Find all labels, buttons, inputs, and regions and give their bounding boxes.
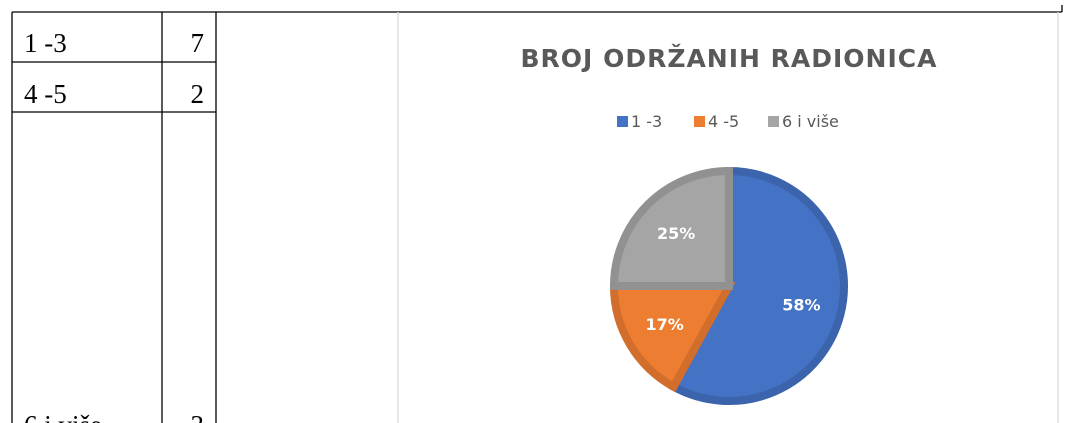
data-label: 25%: [657, 224, 695, 243]
legend-label: 1 -3: [631, 112, 662, 131]
pie-slice: [609, 166, 733, 290]
legend-label: 4 -5: [708, 112, 739, 131]
data-label: 58%: [782, 296, 820, 315]
cell-text: 7: [191, 28, 205, 58]
legend-label: 6 i više: [782, 112, 839, 131]
cell-text: 3: [191, 410, 205, 423]
cell-text: 4 -5: [24, 79, 67, 109]
pie-slice: [668, 166, 848, 405]
legend-swatch: [694, 116, 705, 127]
pie-slice: [609, 282, 736, 393]
data-label: 17%: [646, 315, 684, 334]
chart-title: BROJ ODRŽANIH RADIONICA: [521, 44, 938, 73]
legend-swatch: [617, 116, 628, 127]
cell-text: 2: [191, 79, 205, 109]
legend-swatch: [768, 116, 779, 127]
cell-text: 6 i više: [24, 410, 102, 423]
cell-text: 1 -3: [24, 28, 67, 58]
